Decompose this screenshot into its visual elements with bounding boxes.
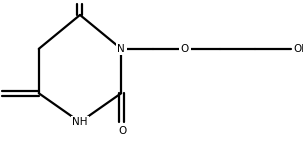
Text: N: N: [117, 44, 125, 54]
Text: O: O: [118, 126, 126, 136]
Text: OH: OH: [293, 44, 303, 54]
Text: O: O: [181, 44, 189, 54]
Text: NH: NH: [72, 117, 88, 127]
